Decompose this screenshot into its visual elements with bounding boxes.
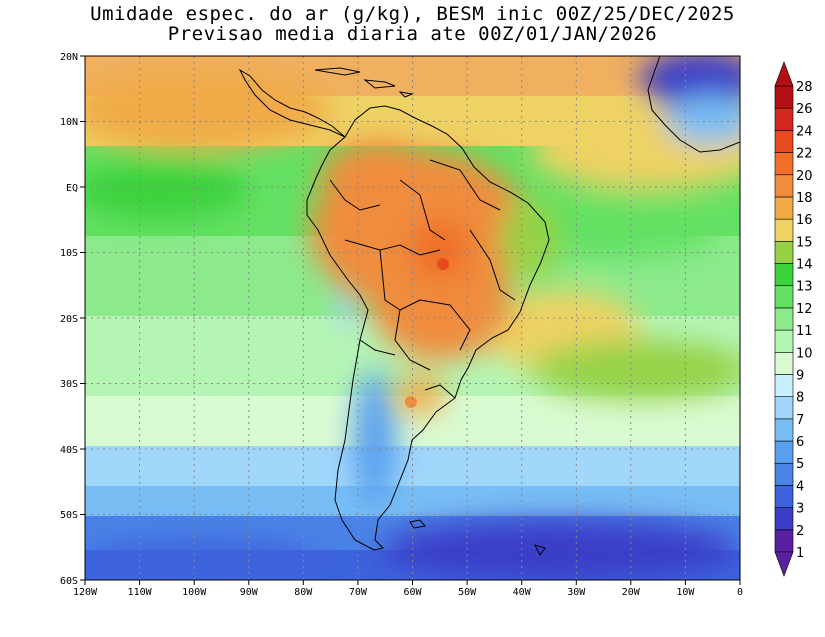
colorbar-label: 8	[796, 391, 804, 406]
colorbar-min-arrow	[774, 551, 794, 577]
lon-label: 10W	[676, 587, 695, 598]
lat-label: 10N	[60, 117, 78, 128]
lon-label: 120W	[73, 587, 98, 598]
colorbar-label: 3	[796, 502, 804, 517]
lat-label: 50S	[60, 510, 78, 521]
lon-label: 40W	[513, 587, 532, 598]
lon-label: 110W	[128, 587, 153, 598]
colorbar-segment	[774, 351, 794, 375]
lon-label: 80W	[294, 587, 313, 598]
lat-label: 20N	[60, 52, 78, 63]
colorbar-segment	[774, 263, 794, 287]
colorbar-segment	[774, 152, 794, 176]
colorbar-label: 16	[796, 213, 813, 228]
colorbar-label: 6	[796, 435, 804, 450]
lat-label: 40S	[60, 445, 78, 456]
colorbar-segment	[774, 440, 794, 464]
colorbar-segment	[774, 374, 794, 397]
colorbar	[774, 61, 794, 577]
colorbar-segment	[774, 396, 794, 420]
colorbar-segment	[774, 130, 794, 153]
colorbar-segment	[774, 174, 794, 198]
lat-label: 60S	[60, 576, 78, 587]
lon-label: 20W	[622, 587, 641, 598]
colorbar-segment	[774, 107, 794, 131]
colorbar-label: 5	[796, 457, 804, 472]
colorbar-label: 26	[796, 102, 813, 117]
colorbar-segment	[774, 241, 794, 264]
colorbar-label: 18	[796, 191, 813, 206]
lon-label: 30W	[567, 587, 586, 598]
colorbar-max-arrow	[774, 61, 794, 87]
lon-label: 50W	[458, 587, 477, 598]
map-grid	[85, 56, 740, 580]
lat-label: 10S	[60, 248, 78, 259]
colorbar-label: 7	[796, 413, 804, 428]
colorbar-label: 15	[796, 235, 813, 250]
colorbar-label: 4	[796, 479, 804, 494]
colorbar-segment	[774, 307, 794, 331]
colorbar-label: 1	[796, 546, 804, 561]
lat-label: 30S	[60, 379, 78, 390]
coastlines	[238, 56, 740, 556]
colorbar-segment	[774, 462, 794, 486]
colorbar-segment	[774, 418, 794, 442]
colorbar-label: 28	[796, 80, 813, 95]
colorbar-segment	[774, 529, 794, 553]
lon-label: 0	[737, 587, 743, 598]
colorbar-label: 12	[796, 302, 813, 317]
lon-label: 90W	[240, 587, 259, 598]
colorbar-label: 13	[796, 280, 813, 295]
lat-label: 20S	[60, 314, 78, 325]
colorbar-label: 14	[796, 258, 813, 273]
lat-labels: 20N 10N EQ 10S 20S 30S 40S 50S 60S	[60, 52, 78, 587]
lon-label: 70W	[349, 587, 368, 598]
colorbar-segment	[774, 285, 794, 309]
colorbar-segment	[774, 485, 794, 508]
colorbar-label: 2	[796, 524, 804, 539]
lon-label: 100W	[182, 587, 207, 598]
lon-labels: 120W 110W 100W 90W 80W 70W 60W 50W 40W 3…	[73, 587, 743, 598]
colorbar-label: 22	[796, 147, 813, 162]
colorbar-label: 24	[796, 124, 813, 139]
colorbar-segment	[774, 196, 794, 220]
colorbar-label: 9	[796, 368, 804, 383]
lat-label: EQ	[66, 183, 78, 194]
colorbar-segment	[774, 329, 794, 353]
colorbar-labels: 28 26 24 22 20 18 16 15 14 13 12 11 10 9 8 7 6 5 4 3 2 1	[796, 80, 813, 561]
humidity-field	[85, 56, 740, 580]
colorbar-segment	[774, 85, 794, 109]
colorbar-label: 10	[796, 346, 813, 361]
colorbar-segment	[774, 507, 794, 531]
colorbar-segment	[774, 218, 794, 242]
colorbar-label: 11	[796, 324, 813, 339]
map-title-line1: Umidade espec. do ar (g/kg), BESM inic 0…	[90, 3, 735, 25]
map-title-line2: Previsao media diaria ate 00Z/01/JAN/202…	[167, 23, 658, 45]
colorbar-label: 20	[796, 169, 813, 184]
lon-label: 60W	[403, 587, 422, 598]
